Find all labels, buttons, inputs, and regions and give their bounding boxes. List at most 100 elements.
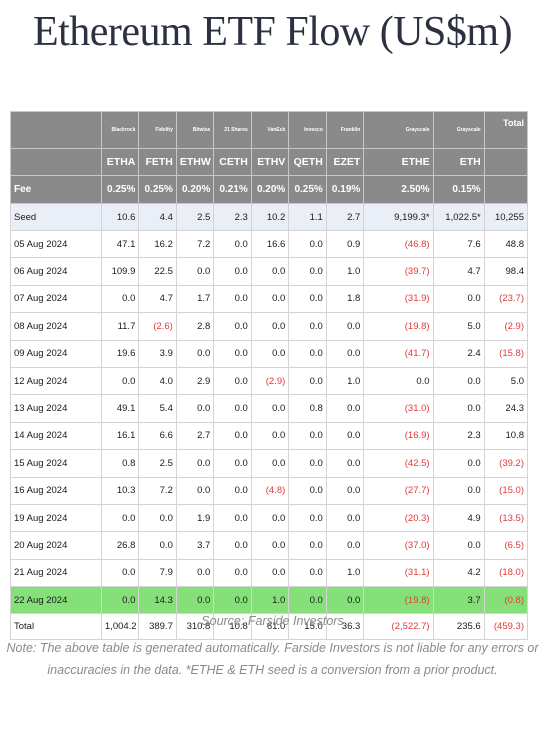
table-cell: 0.0 xyxy=(138,503,177,533)
table-cell: 24.3 xyxy=(483,394,529,423)
table-cell: 5.4 xyxy=(138,394,177,423)
table-cell: 4.7 xyxy=(138,284,177,314)
table-cell: 16.1 xyxy=(100,421,140,451)
table-cell: 0.9 xyxy=(325,229,365,259)
table-cell: 22.5 xyxy=(138,257,177,286)
table-cell: 13 Aug 2024 xyxy=(10,394,102,423)
seed-cell: 1,022.5* xyxy=(432,203,485,231)
table-row: 09 Aug 2024 19.6 3.9 0.0 0.0 0.0 0.0 0.0 (41.7) 2… xyxy=(10,339,529,368)
table-cell: 0.0 xyxy=(213,586,252,615)
fee-row: Fee 0.25% 0.25% 0.20% 0.21% 0.20% 0.25% 0.19% 2.… xyxy=(10,175,529,204)
table-cell: 0.0 xyxy=(288,257,327,286)
seed-cell: Seed xyxy=(10,203,102,231)
total-cell: (459.3) xyxy=(483,613,529,641)
ticker-cell: ETHV xyxy=(250,148,290,176)
table-cell: 0.0 xyxy=(250,449,290,478)
fee-cell xyxy=(483,175,529,204)
issuer-cell: Grayscale xyxy=(432,111,485,149)
table-cell: 0.0 xyxy=(175,257,215,286)
table-cell: (16.9) xyxy=(363,421,434,451)
table-cell: 05 Aug 2024 xyxy=(10,229,102,259)
table-cell: (37.0) xyxy=(363,531,434,560)
table-cell: 2.7 xyxy=(175,421,215,451)
table-row: 15 Aug 2024 0.8 2.5 0.0 0.0 0.0 0.0 0.0 (42.5) 0.… xyxy=(10,449,529,478)
table-cell: 4.2 xyxy=(432,558,485,588)
table-cell: 0.0 xyxy=(288,366,327,396)
seed-cell: 2.7 xyxy=(325,203,365,231)
total-row: Total 1,004.2 389.7 310.8 10.8 61.0 15.0 36.3 (2… xyxy=(10,613,529,641)
table-cell: 0.0 xyxy=(432,366,485,396)
total-cell: 1,004.2 xyxy=(100,613,140,641)
table-row: 07 Aug 2024 0.0 4.7 1.7 0.0 0.0 0.0 1.8 (31.9) 0.… xyxy=(10,284,529,314)
table-cell: 2.3 xyxy=(432,421,485,451)
issuer-cell: Bitwise xyxy=(175,111,215,149)
table-cell: 0.0 xyxy=(325,503,365,533)
seed-cell: 4.4 xyxy=(138,203,177,231)
table-cell: 109.9 xyxy=(100,257,140,286)
table-cell: 0.0 xyxy=(288,531,327,560)
table-cell: 0.0 xyxy=(250,531,290,560)
table-cell: (42.5) xyxy=(363,449,434,478)
table-cell: 0.0 xyxy=(288,339,327,368)
table-cell: 0.0 xyxy=(213,229,252,259)
fee-cell: 0.25% xyxy=(138,175,177,204)
table-cell: (20.3) xyxy=(363,503,434,533)
seed-cell: 2.3 xyxy=(213,203,252,231)
table-cell: 3.7 xyxy=(175,531,215,560)
table-cell: 0.0 xyxy=(250,421,290,451)
table-cell: 98.4 xyxy=(483,257,529,286)
table-cell: 0.0 xyxy=(325,394,365,423)
table-cell: 0.0 xyxy=(250,257,290,286)
table-cell: 11.7 xyxy=(100,312,140,341)
table-cell: 0.0 xyxy=(325,421,365,451)
table-cell: 0.8 xyxy=(100,449,140,478)
table-cell: (27.7) xyxy=(363,476,434,505)
table-cell: 47.1 xyxy=(100,229,140,259)
seed-cell: 10,255 xyxy=(483,203,529,231)
table-cell: 0.0 xyxy=(432,449,485,478)
table-cell: (19.8) xyxy=(363,312,434,341)
table-cell: 0.0 xyxy=(213,394,252,423)
table-cell: 0.0 xyxy=(325,476,365,505)
table-cell: 0.0 xyxy=(250,558,290,588)
table-cell: (23.7) xyxy=(483,284,529,314)
table-cell: 7.6 xyxy=(432,229,485,259)
table-cell: 0.0 xyxy=(213,503,252,533)
table-cell: 1.0 xyxy=(325,257,365,286)
table-cell: (19.8) xyxy=(363,586,434,615)
table-cell: 1.7 xyxy=(175,284,215,314)
fee-cell: 0.19% xyxy=(325,175,365,204)
table-cell: 0.0 xyxy=(100,586,140,615)
fee-cell: 2.50% xyxy=(363,175,434,204)
table-cell: 26.8 xyxy=(100,531,140,560)
table-cell: (15.8) xyxy=(483,339,529,368)
table-row: 08 Aug 2024 11.7 (2.6) 2.8 0.0 0.0 0.0 0.0 (19.8… xyxy=(10,312,529,341)
total-header: Total xyxy=(483,111,529,149)
fee-cell: 0.15% xyxy=(432,175,485,204)
issuer-cell: 21 Shares xyxy=(213,111,252,149)
total-cell: 310.8 xyxy=(175,613,215,641)
table-cell: 0.0 xyxy=(250,339,290,368)
table-cell: 5.0 xyxy=(483,366,529,396)
table-cell: (39.2) xyxy=(483,449,529,478)
table-row: 06 Aug 2024 109.9 22.5 0.0 0.0 0.0 0.0 1.0 (39.7… xyxy=(10,257,529,286)
table-row: 12 Aug 2024 0.0 4.0 2.9 0.0 (2.9) 0.0 1.0 0.0 0.0… xyxy=(10,366,529,396)
table-cell: 0.0 xyxy=(288,558,327,588)
table-cell: (2.9) xyxy=(483,312,529,341)
table-cell: 0.0 xyxy=(175,339,215,368)
table-cell: 0.8 xyxy=(288,394,327,423)
table-cell: 0.0 xyxy=(432,284,485,314)
ticker-cell: EZET xyxy=(325,148,365,176)
seed-row: Seed 10.6 4.4 2.5 2.3 10.2 1.1 2.7 9,199.3* 1,022… xyxy=(10,203,529,231)
issuer-cell: Grayscale xyxy=(363,111,434,149)
table-cell: 49.1 xyxy=(100,394,140,423)
total-cell: 389.7 xyxy=(138,613,177,641)
table-cell: 0.0 xyxy=(213,312,252,341)
table-row: 13 Aug 2024 49.1 5.4 0.0 0.0 0.0 0.8 0.0 (31.0) 0… xyxy=(10,394,529,423)
table-row: 22 Aug 2024 0.0 14.3 0.0 0.0 1.0 0.0 0.0 (19.8) 3… xyxy=(10,586,529,615)
table-cell: 19 Aug 2024 xyxy=(10,503,102,533)
table-cell: (0.8) xyxy=(483,586,529,615)
table-cell: 0.0 xyxy=(213,257,252,286)
table-cell: 1.8 xyxy=(325,284,365,314)
seed-cell: 10.6 xyxy=(100,203,140,231)
